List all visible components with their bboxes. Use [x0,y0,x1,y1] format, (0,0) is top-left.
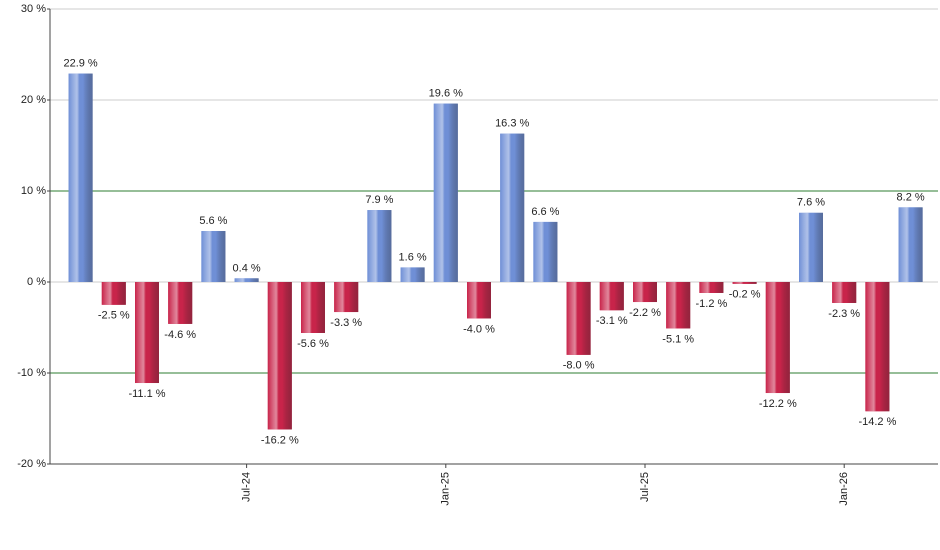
x-tick-label: Jan-25 [440,472,452,506]
bar [898,207,923,282]
value-label: -3.3 % [330,317,362,329]
bar-group [666,282,691,329]
bar [301,282,325,333]
value-label: -2.3 % [828,308,860,320]
bar-group [865,282,890,412]
value-label: -8.0 % [563,360,595,372]
bar [267,282,292,430]
y-tick-label: 10 % [21,185,46,197]
value-label: 16.3 % [495,118,529,130]
value-label: -2.5 % [98,310,130,322]
bar [699,282,724,293]
value-label: 6.6 % [531,206,559,218]
value-label: 1.6 % [399,251,427,263]
bar [101,282,126,305]
x-tick-label: Jul-25 [639,472,651,502]
bar-group [765,282,790,394]
bar [234,278,259,282]
bar-group [699,282,724,293]
value-label: -14.2 % [858,416,896,428]
bar [566,282,591,355]
y-tick-label: 30 % [21,3,46,15]
value-label: -16.2 % [261,434,299,446]
value-label: 7.6 % [797,197,825,209]
bar-group [234,278,259,282]
bar-group [101,282,126,305]
value-label: -12.2 % [759,398,797,410]
bar-group [898,207,923,282]
value-label: 19.6 % [429,88,463,100]
bar [135,282,159,384]
bar [433,103,458,282]
bar [68,73,93,282]
bar-group [400,267,425,282]
bar [865,282,890,412]
x-tick-label: Jan-26 [838,472,850,506]
bar [732,282,757,284]
bar-group [566,282,591,355]
bar-group [467,282,491,319]
bar-group [201,231,226,282]
bar-group [267,282,292,430]
bar [201,231,226,282]
bar [467,282,491,319]
bar-group [500,133,525,282]
value-label: 7.9 % [365,194,393,206]
bar [799,212,823,282]
value-label: -4.0 % [463,323,495,335]
value-label: -11.1 % [128,388,165,400]
bar-group [301,282,325,333]
y-tick-label: 20 % [21,94,46,106]
x-tick-label: Jul-24 [241,472,253,502]
bar [400,267,425,282]
bar [666,282,691,329]
value-label: -0.2 % [729,289,761,301]
bar [765,282,790,394]
bar [599,282,624,311]
bar-group [533,221,558,282]
bar [168,282,193,324]
y-tick-label: -20 % [17,458,46,470]
bar [367,210,392,282]
bar-group [334,282,359,313]
value-label: -3.1 % [596,315,628,327]
bar-group [168,282,193,324]
bar [533,221,558,282]
bar [832,282,857,303]
y-tick-label: -10 % [17,367,46,379]
bar-group [832,282,857,303]
bar-group [433,103,458,282]
value-label: 0.4 % [233,262,261,274]
bar-group [732,282,757,284]
bar-group [799,212,823,282]
bar-group [367,210,392,282]
bar-group [135,282,159,384]
bar-group [599,282,624,311]
value-label: 5.6 % [199,215,227,227]
value-label: 22.9 % [63,58,97,70]
value-label: -5.1 % [662,333,694,345]
value-label: -4.6 % [164,329,196,341]
value-label: -1.2 % [696,298,728,310]
bar-group [68,73,93,282]
bar [334,282,359,313]
value-label: 8.2 % [897,191,925,203]
y-tick-label: 0 % [27,276,46,288]
bar [633,282,657,303]
value-label: -2.2 % [629,307,661,319]
bar [500,133,525,282]
value-label: -5.6 % [297,338,329,350]
bar-group [633,282,657,303]
